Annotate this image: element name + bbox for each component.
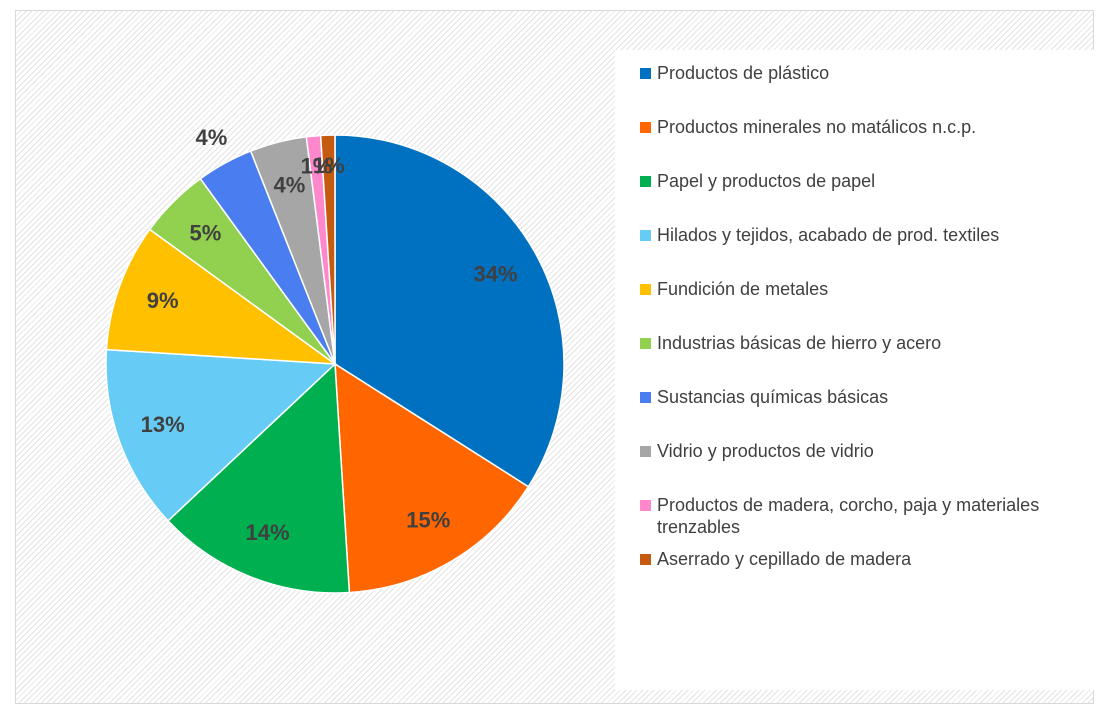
legend-label: Sustancias químicas básicas [657, 387, 889, 407]
legend-swatch [640, 338, 651, 349]
legend-swatch [640, 176, 651, 187]
legend-swatch [640, 68, 651, 79]
legend-swatch [640, 554, 651, 565]
legend: Productos de plástico Productos minerales… [615, 50, 1094, 690]
legend-swatch [640, 122, 651, 133]
legend-item: Productos minerales no matálicos n.c.p. [640, 116, 1080, 138]
legend-swatch [640, 392, 651, 403]
legend-swatch [640, 230, 651, 241]
legend-label: Productos minerales no matálicos n.c.p. [657, 117, 977, 137]
legend-item: Sustancias químicas básicas [640, 386, 1080, 408]
legend-item: Industrias básicas de hierro y acero [640, 332, 1080, 354]
pie-slice [334, 134, 565, 488]
data-label: 15% [406, 508, 450, 533]
legend-swatch [640, 500, 651, 511]
legend-label: Productos de plástico [657, 63, 830, 83]
data-label: 34% [474, 262, 518, 287]
pie-slice [334, 362, 530, 594]
legend-label: Papel y productos de papel [657, 171, 876, 191]
pie-slice [105, 228, 338, 365]
legend-label: Vidrio y productos de vidrio [657, 441, 874, 461]
legend-item: Aserrado y cepillado de madera [640, 548, 1080, 570]
legend-item: Vidrio y productos de vidrio [640, 440, 1080, 462]
legend-label: Hilados y tejidos, acabado de prod. text… [657, 225, 1000, 245]
data-label: 4% [274, 172, 306, 197]
data-label: 4% [196, 125, 228, 150]
data-label: 9% [147, 288, 179, 313]
legend-item: Productos de madera, corcho, paja y mate… [640, 494, 1080, 538]
pie-slice [105, 348, 337, 522]
pie-slice [167, 362, 351, 594]
legend-label: Productos de madera, corcho, paja y mate… [657, 495, 1040, 537]
legend-swatch [640, 446, 651, 457]
legend-item: Papel y productos de papel [640, 170, 1080, 192]
legend-swatch [640, 284, 651, 295]
data-label: 14% [246, 520, 290, 545]
pie-slice [319, 134, 336, 365]
legend-label: Aserrado y cepillado de madera [657, 549, 912, 569]
legend-item: Hilados y tejidos, acabado de prod. text… [640, 224, 1080, 246]
legend-item: Productos de plástico [640, 62, 1080, 84]
legend-label: Fundición de metales [657, 279, 829, 299]
data-label: 1% [301, 154, 333, 179]
data-label: 13% [141, 412, 185, 437]
legend-item: Fundición de metales [640, 278, 1080, 300]
legend-label: Industrias básicas de hierro y acero [657, 333, 942, 353]
data-label: 1% [313, 153, 345, 178]
data-label: 5% [190, 220, 222, 245]
